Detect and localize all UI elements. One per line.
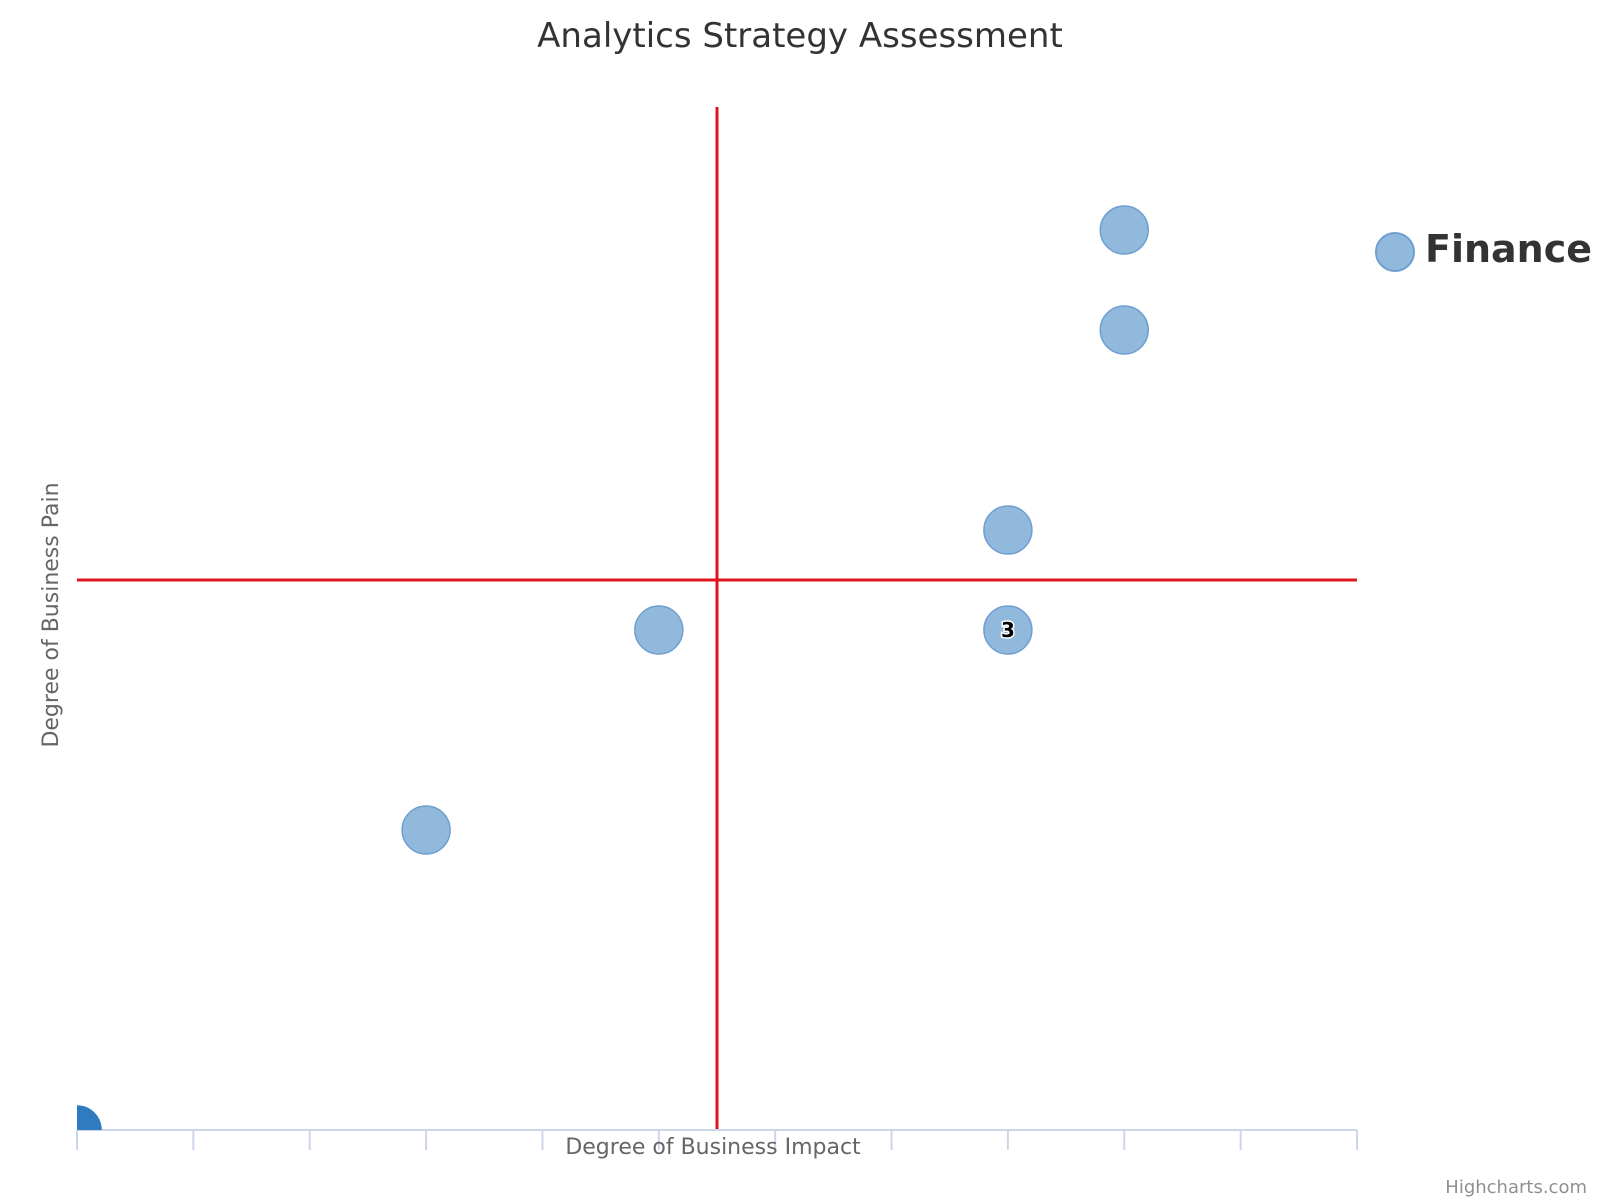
scatter-point[interactable] <box>1099 305 1150 355</box>
legend[interactable]: Finance <box>1375 227 1592 272</box>
data-label: 3 <box>1001 618 1015 642</box>
legend-symbol-finance[interactable] <box>1375 232 1415 272</box>
scatter-point[interactable] <box>634 605 684 655</box>
x-axis-title: Degree of Business Impact <box>565 1135 861 1160</box>
x-axis <box>76 1129 1358 1150</box>
data-points <box>53 205 1150 1154</box>
data-labels: 3 <box>999 617 1016 644</box>
scatter-point[interactable] <box>983 605 1033 655</box>
y-axis-title: Degree of Business Pain <box>39 482 64 747</box>
scatter-point[interactable] <box>983 505 1033 555</box>
scatter-point[interactable] <box>1099 205 1150 255</box>
chart-title: Analytics Strategy Assessment <box>537 16 1063 56</box>
quadrant-lines <box>77 107 1357 1130</box>
legend-label-finance[interactable]: Finance <box>1425 227 1592 271</box>
scatter-point[interactable] <box>401 805 451 855</box>
credits-link[interactable]: Highcharts.com <box>1445 1177 1587 1198</box>
scatter-point[interactable] <box>53 1105 102 1154</box>
